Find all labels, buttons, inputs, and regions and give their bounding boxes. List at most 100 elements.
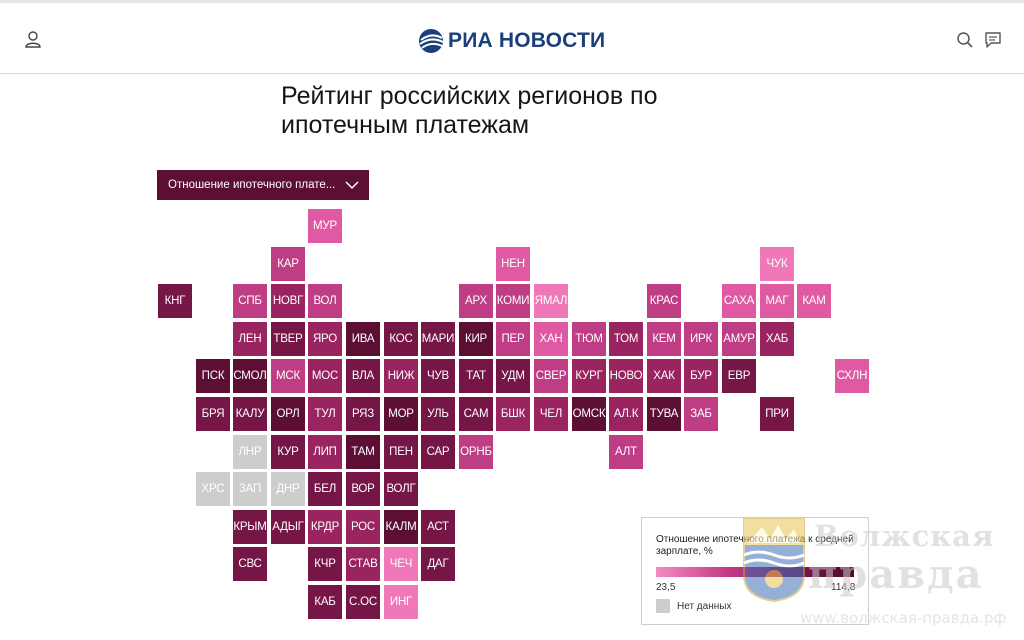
region-tile[interactable]: ТАТ bbox=[459, 359, 493, 393]
region-tile[interactable]: ЛНР bbox=[233, 435, 267, 469]
page-title: Рейтинг российских регионов по ипотечным… bbox=[281, 82, 658, 139]
region-tile[interactable]: КРАС bbox=[647, 284, 681, 318]
region-tile[interactable]: ДНР bbox=[271, 472, 305, 506]
region-tile[interactable]: ХАБ bbox=[760, 322, 794, 356]
region-tile[interactable]: СТАВ bbox=[346, 547, 380, 581]
region-tile[interactable]: КЧР bbox=[308, 547, 342, 581]
region-tile[interactable]: ХРС bbox=[196, 472, 230, 506]
region-tile[interactable]: КАБ bbox=[308, 585, 342, 619]
region-tile[interactable]: КОС bbox=[384, 322, 418, 356]
region-tile[interactable]: ПСК bbox=[196, 359, 230, 393]
region-tile[interactable]: АЛ.К bbox=[609, 397, 643, 431]
region-tile[interactable]: БЕЛ bbox=[308, 472, 342, 506]
legend-max-value: 114,8 bbox=[831, 582, 856, 593]
region-tile[interactable]: МОР bbox=[384, 397, 418, 431]
region-tile[interactable]: ВЛА bbox=[346, 359, 380, 393]
region-tile[interactable]: КАМ bbox=[797, 284, 831, 318]
region-tile[interactable]: ХАК bbox=[647, 359, 681, 393]
region-tile[interactable]: ПЕР bbox=[496, 322, 530, 356]
region-tile[interactable]: ПЕН bbox=[384, 435, 418, 469]
region-tile[interactable]: ТУЛ bbox=[308, 397, 342, 431]
region-tile[interactable]: КАР bbox=[271, 247, 305, 281]
region-tile[interactable]: АРХ bbox=[459, 284, 493, 318]
region-tile[interactable]: УЛЬ bbox=[421, 397, 455, 431]
region-tile[interactable]: КУРГ bbox=[572, 359, 606, 393]
region-tile[interactable]: САР bbox=[421, 435, 455, 469]
ria-novosti-logo[interactable]: РИА НОВОСТИ bbox=[418, 27, 605, 55]
region-tile[interactable]: МСК bbox=[271, 359, 305, 393]
region-tile[interactable]: ЯРО bbox=[308, 322, 342, 356]
region-tile[interactable]: ВОЛ bbox=[308, 284, 342, 318]
region-tile[interactable]: КУР bbox=[271, 435, 305, 469]
region-tile[interactable]: НОВГ bbox=[271, 284, 305, 318]
region-tile[interactable]: ПРИ bbox=[760, 397, 794, 431]
region-tile[interactable]: БШК bbox=[496, 397, 530, 431]
region-tile[interactable]: СВС bbox=[233, 547, 267, 581]
region-tile[interactable]: АСТ bbox=[421, 510, 455, 544]
region-tile[interactable]: САМ bbox=[459, 397, 493, 431]
region-tile[interactable]: БУР bbox=[684, 359, 718, 393]
region-tile[interactable]: НЕН bbox=[496, 247, 530, 281]
region-tile[interactable]: КОМИ bbox=[496, 284, 530, 318]
region-tile[interactable]: ЗАБ bbox=[684, 397, 718, 431]
legend-nodata-swatch bbox=[656, 599, 670, 613]
region-tile[interactable]: АМУР bbox=[722, 322, 756, 356]
region-tile[interactable]: АДЫГ bbox=[271, 510, 305, 544]
region-tile[interactable]: ЧУК bbox=[760, 247, 794, 281]
region-tile[interactable]: РЯЗ bbox=[346, 397, 380, 431]
region-tile[interactable]: ЛЕН bbox=[233, 322, 267, 356]
region-tile[interactable]: ИВА bbox=[346, 322, 380, 356]
region-tile[interactable]: КРДР bbox=[308, 510, 342, 544]
region-tile[interactable]: ВОЛГ bbox=[384, 472, 418, 506]
region-tile[interactable]: СПБ bbox=[233, 284, 267, 318]
region-tile[interactable]: ЛИП bbox=[308, 435, 342, 469]
region-tile[interactable]: ИРК bbox=[684, 322, 718, 356]
region-tile[interactable]: КНГ bbox=[158, 284, 192, 318]
region-tile[interactable]: ОРЛ bbox=[271, 397, 305, 431]
region-tile[interactable]: ЧЕЧ bbox=[384, 547, 418, 581]
metric-select[interactable]: Отношение ипотечного плате... bbox=[157, 170, 369, 200]
region-tile[interactable]: МАРИ bbox=[421, 322, 455, 356]
region-tile[interactable]: ТВЕР bbox=[271, 322, 305, 356]
comment-icon[interactable] bbox=[984, 31, 1002, 49]
region-tile[interactable]: С.ОС bbox=[346, 585, 380, 619]
region-tile[interactable]: ВОР bbox=[346, 472, 380, 506]
region-tile[interactable]: АЛТ bbox=[609, 435, 643, 469]
region-tile[interactable]: ТЮМ bbox=[572, 322, 606, 356]
region-tile[interactable]: МАГ bbox=[760, 284, 794, 318]
region-tile[interactable]: МУР bbox=[308, 209, 342, 243]
region-tile[interactable]: СВЕР bbox=[534, 359, 568, 393]
region-tile[interactable]: КИР bbox=[459, 322, 493, 356]
region-tile[interactable]: НИЖ bbox=[384, 359, 418, 393]
region-tile[interactable]: ЧЕЛ bbox=[534, 397, 568, 431]
region-tile[interactable]: РОС bbox=[346, 510, 380, 544]
region-tile[interactable]: КАЛМ bbox=[384, 510, 418, 544]
region-tile[interactable]: УДМ bbox=[496, 359, 530, 393]
legend-min-value: 23,5 bbox=[656, 582, 676, 593]
region-tile[interactable]: НОВО bbox=[609, 359, 643, 393]
brand-name: РИА НОВОСТИ bbox=[448, 29, 606, 52]
region-tile[interactable]: ЧУВ bbox=[421, 359, 455, 393]
region-tile[interactable]: СХЛН bbox=[835, 359, 869, 393]
region-tile[interactable]: ТУВА bbox=[647, 397, 681, 431]
region-tile[interactable]: ДАГ bbox=[421, 547, 455, 581]
region-tile[interactable]: ЗАП bbox=[233, 472, 267, 506]
search-icon[interactable] bbox=[956, 31, 974, 49]
region-tile[interactable]: ОМСК bbox=[572, 397, 606, 431]
ria-logo-mark-icon bbox=[419, 29, 444, 53]
region-tile[interactable]: ТОМ bbox=[609, 322, 643, 356]
region-tile[interactable]: КРЫМ bbox=[233, 510, 267, 544]
region-tile[interactable]: СМОЛ bbox=[233, 359, 267, 393]
user-icon[interactable] bbox=[22, 29, 44, 51]
region-tile[interactable]: БРЯ bbox=[196, 397, 230, 431]
region-tile[interactable]: ИНГ bbox=[384, 585, 418, 619]
region-tile[interactable]: ОРНБ bbox=[459, 435, 493, 469]
region-tile[interactable]: ТАМ bbox=[346, 435, 380, 469]
region-tile[interactable]: КАЛУ bbox=[233, 397, 267, 431]
region-tile[interactable]: ХАН bbox=[534, 322, 568, 356]
region-tile[interactable]: КЕМ bbox=[647, 322, 681, 356]
region-tile[interactable]: САХА bbox=[722, 284, 756, 318]
region-tile[interactable]: ЕВР bbox=[722, 359, 756, 393]
region-tile[interactable]: МОС bbox=[308, 359, 342, 393]
region-tile[interactable]: ЯМАЛ bbox=[534, 284, 568, 318]
